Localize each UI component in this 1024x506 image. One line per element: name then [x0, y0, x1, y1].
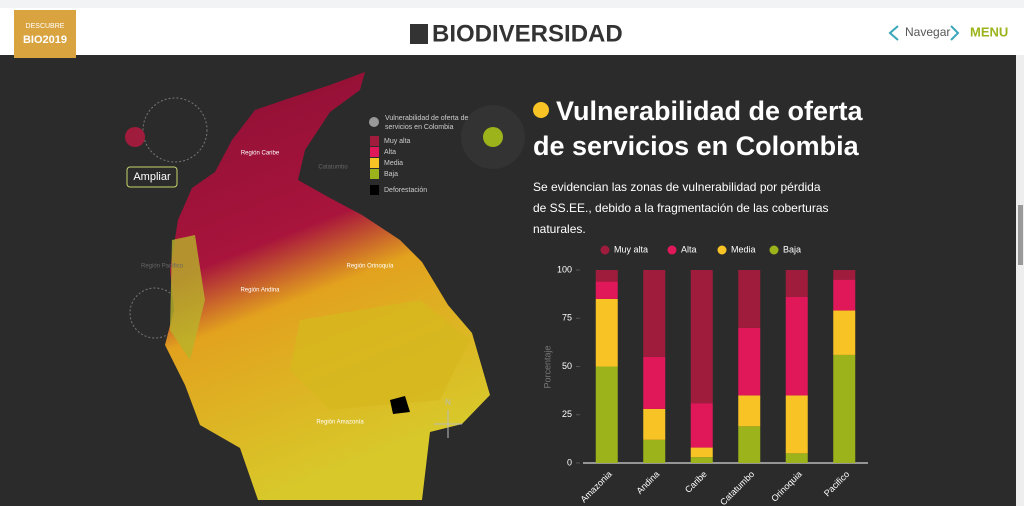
bar-segment [595, 366, 618, 463]
heading: Vulnerabilidad de oferta de servicios en… [533, 96, 863, 161]
heading-pin [533, 102, 549, 118]
bar-segment [785, 270, 808, 298]
bar-segment [833, 279, 856, 311]
map-legend-title: Vulnerabilidad de oferta de servicios en… [385, 115, 469, 131]
logo-icon [410, 24, 428, 44]
region-label: Región Orinoquía [346, 264, 394, 270]
legend-label: Muy alta [614, 244, 648, 254]
legend-label: Baja [783, 244, 801, 254]
x-tick-label: Catatumbo [718, 469, 756, 506]
legend-dot [600, 245, 610, 255]
y-tick-label: 75 [562, 313, 572, 323]
bookmark[interactable] [483, 127, 503, 147]
browser-bar [0, 0, 1024, 8]
legend-label: Baja [384, 171, 398, 178]
y-tick-label: 100 [557, 264, 572, 274]
legend-swatch [370, 136, 379, 146]
y-axis-label: Porcentaje [542, 345, 552, 388]
zoom-button[interactable] [126, 166, 178, 188]
menu[interactable]: MENU [970, 24, 1008, 39]
map-zone [170, 235, 205, 360]
x-tick-label: Andina [634, 469, 661, 496]
chart: Porcentaje 0 25 50 75 100 Muy alta Alta Media Baj… [542, 244, 868, 506]
legend-swatch [370, 169, 379, 179]
legend-label: Muy alta [384, 138, 411, 145]
zoom-label: Ampliar [133, 171, 171, 183]
bar-segment [643, 270, 666, 357]
legend-label: Media [384, 160, 403, 167]
region-label: Región Amazonía [316, 420, 364, 426]
bar-segment [595, 281, 618, 299]
x-tick-label: Amazonia [578, 469, 613, 504]
bookmark[interactable] [125, 127, 145, 147]
nav-label: Navegar [905, 25, 950, 39]
y-tick-label: 0 [567, 457, 572, 467]
bar-segment [643, 439, 666, 463]
x-tick-label: Caribe [683, 469, 709, 495]
bar-segment [785, 395, 808, 454]
bar-segment [833, 354, 856, 463]
legend-label: Alta [681, 244, 697, 254]
bar-segment [690, 457, 713, 463]
badge-text: BIO2019 [23, 34, 67, 46]
map-zone [290, 300, 470, 410]
region-label: Región Caribe [241, 151, 280, 157]
compass: N [445, 398, 451, 407]
x-tick-label: Orinoquia [769, 469, 804, 504]
legend-swatch [370, 147, 379, 157]
legend-swatch [370, 185, 379, 195]
region-label: Región Pacífico [141, 264, 184, 270]
x-tick-label: Pacifico [822, 469, 851, 498]
legend-label: Alta [384, 149, 396, 156]
bar-segment [643, 408, 666, 440]
legend-dot [769, 245, 779, 255]
minimap [142, 97, 208, 163]
y-tick-label: 25 [562, 409, 572, 419]
deforestation [390, 396, 410, 414]
map [165, 72, 490, 500]
nav-next[interactable] [950, 25, 960, 41]
y-tick-label: 50 [562, 361, 572, 371]
bar-segment [690, 403, 713, 448]
bar-segment [738, 426, 761, 463]
map-legend: Muy alta Alta Media Baja Deforestación [370, 136, 427, 195]
nav-prev[interactable] [888, 25, 899, 41]
scroll-thumb[interactable] [1018, 205, 1023, 265]
bar-segment [690, 447, 713, 458]
bar-segment [690, 270, 713, 404]
legend-dot [667, 245, 677, 255]
legend-dot [717, 245, 727, 255]
compass-cross [434, 410, 462, 438]
bar-segment [595, 298, 618, 367]
bar-segment [738, 327, 761, 396]
header [0, 8, 1024, 55]
scrollbar[interactable] [1016, 55, 1024, 506]
legend-label: Deforestación [384, 187, 427, 194]
bar-segment [738, 395, 761, 427]
bar-segment [833, 270, 856, 280]
legend-swatch [370, 158, 379, 168]
bar-segment [595, 270, 618, 282]
legend-pin [369, 117, 379, 127]
bar-segment [738, 270, 761, 328]
logo: BIODIVERSIDAD [432, 20, 623, 47]
bar-segment [785, 297, 808, 396]
bar-segment [833, 310, 856, 355]
legend-label: Media [731, 244, 756, 254]
bar-segment [785, 453, 808, 463]
bar-segment [643, 356, 666, 409]
badge-text: DESCUBRE [26, 23, 65, 30]
region-label: Catatumbo [318, 165, 348, 171]
badge[interactable] [14, 10, 76, 58]
description: Se evidencian las zonas de vulnerabilida… [533, 180, 829, 236]
region-label: Región Andina [240, 288, 280, 294]
